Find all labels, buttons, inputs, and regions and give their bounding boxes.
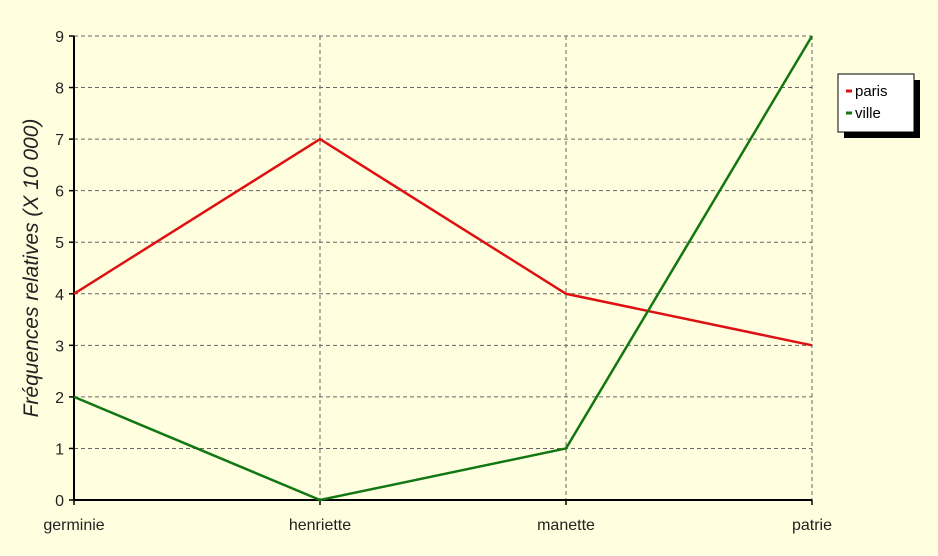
- y-tick-label: 5: [55, 235, 64, 252]
- y-tick-label: 3: [55, 338, 64, 355]
- y-tick-label: 9: [55, 29, 64, 46]
- x-tick-labels: germinie henriette manette patrie: [43, 517, 832, 534]
- axes: [69, 35, 813, 505]
- x-tick-label: henriette: [289, 517, 351, 534]
- series-line-paris: [73, 137, 813, 347]
- grid: [74, 35, 813, 501]
- y-tick-label: 7: [55, 132, 64, 149]
- y-tick-label: 2: [55, 390, 64, 407]
- legend: paris ville: [837, 73, 920, 138]
- y-tick-labels: 0 1 2 3 4 5 6 7 8 9: [55, 29, 64, 510]
- legend-label-paris: paris: [855, 83, 888, 100]
- legend-items: paris ville: [846, 83, 888, 122]
- y-tick-label: 1: [55, 441, 64, 458]
- series-lines: [73, 35, 814, 502]
- x-tick-label: germinie: [43, 517, 104, 534]
- y-tick-label: 0: [55, 493, 64, 510]
- series-line-ville: [73, 35, 814, 502]
- x-tick-label: manette: [537, 517, 595, 534]
- legend-box: [837, 73, 915, 133]
- y-tick-label: 8: [55, 81, 64, 98]
- y-axis-title: Fréquences relatives (X 10 000): [20, 119, 43, 418]
- y-tick-label: 4: [55, 287, 64, 304]
- y-tick-label: 6: [55, 184, 64, 201]
- legend-label-ville: ville: [855, 105, 881, 122]
- x-tick-label: patrie: [792, 517, 832, 534]
